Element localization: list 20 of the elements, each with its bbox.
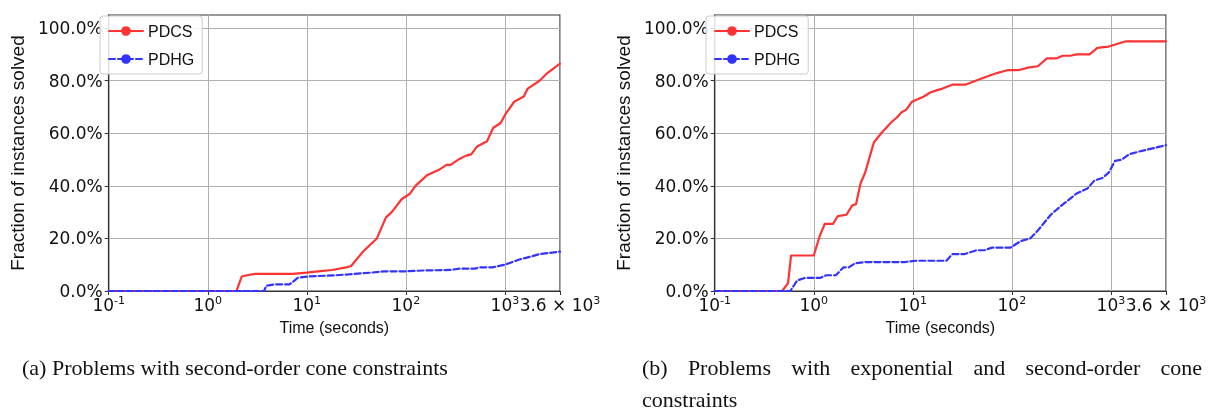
- y-tick-label: 60.0%: [654, 123, 709, 144]
- text: (a) Problems with second-order cone constraints: [22, 354, 449, 382]
- y-tick-label: 100.0%: [37, 18, 103, 39]
- legend-label: PDHG: [754, 50, 801, 68]
- legend-label: PDCS: [754, 22, 799, 40]
- legend-label: PDCS: [148, 22, 193, 40]
- y-axis-title: Fraction of instances solved: [7, 35, 28, 271]
- legend-label: PDHG: [148, 50, 195, 68]
- x-axis-title: Time (seconds): [885, 318, 996, 336]
- text: (b) Problems with exponential and second-order cone constraints: [642, 354, 1202, 410]
- y-tick-label: 40.0%: [654, 175, 709, 196]
- y-tick-label: 20.0%: [48, 228, 103, 249]
- x-axis-title: Time (seconds): [279, 318, 390, 336]
- y-tick-label: 20.0%: [654, 228, 709, 249]
- y-tick-label: 40.0%: [48, 175, 103, 196]
- y-axis-title: Fraction of instances solved: [613, 35, 634, 271]
- y-tick-label: 60.0%: [48, 123, 103, 144]
- y-tick-label: 100.0%: [643, 18, 709, 39]
- y-tick-label: 80.0%: [654, 70, 709, 91]
- y-tick-label: 80.0%: [48, 70, 103, 91]
